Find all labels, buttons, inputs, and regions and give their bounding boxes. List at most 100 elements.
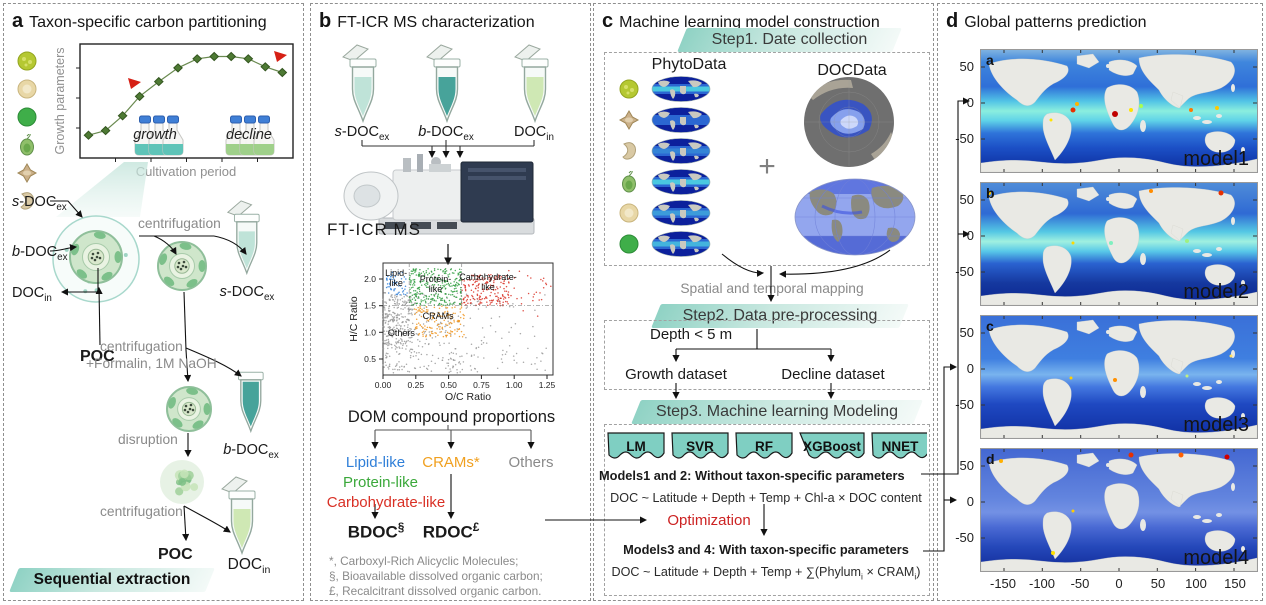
optimization-label: Optimization xyxy=(667,512,751,529)
svg-text:CRAMs: CRAMs xyxy=(423,311,454,321)
growth-dataset-label: Growth dataset xyxy=(625,366,727,383)
longitude-tick: -100 xyxy=(1028,576,1056,591)
chart-ylabel: Growth parameters xyxy=(53,48,67,155)
prediction-map-model4: d model4 xyxy=(980,448,1258,572)
footnote: £, Recalcitrant dissolved organic carbon… xyxy=(329,584,542,598)
panel-b: b FT-ICR MS characterization 0.5 1.0 1.5 2.0… xyxy=(310,3,591,601)
world-map xyxy=(980,50,1258,173)
decline-phase-label: decline xyxy=(226,127,272,143)
models-3-4-label: Models3 and 4: With taxon-specific param… xyxy=(623,542,909,557)
formula-1: DOC ~ Latitude + Depth + Temp + Chl-a × … xyxy=(610,491,922,505)
mini-world-map xyxy=(651,231,711,257)
depth-filter-label: Depth < 5 m xyxy=(650,326,733,343)
panel-a-title: a Taxon-specific carbon partitioning xyxy=(12,10,267,32)
latitude-tick: -50 xyxy=(955,397,974,412)
models-1-2-label: Models1 and 2: Without taxon-specific pa… xyxy=(599,468,905,483)
phyto-icon-grn xyxy=(17,107,37,127)
panel-d-letter: d xyxy=(946,10,959,32)
svg-text:Others: Others xyxy=(388,328,416,338)
sdocex-sample-label: s-DOCex xyxy=(334,124,390,143)
longitude-tick: 100 xyxy=(1185,576,1207,591)
world-map xyxy=(980,316,1258,439)
docin-tube-label: DOCin xyxy=(227,556,271,577)
mini-world-map xyxy=(651,169,711,195)
panel-c-title: c Machine learning model construction xyxy=(602,10,880,32)
plus-sign: + xyxy=(758,150,776,183)
latitude-tick: 0 xyxy=(966,228,974,243)
mini-world-map xyxy=(651,107,711,133)
decline-dataset-label: Decline dataset xyxy=(781,366,885,383)
growth-curve-chart: Growth parameters Cultivation period gro… xyxy=(53,43,294,179)
sample-tube xyxy=(237,371,264,434)
svg-text:0.00: 0.00 xyxy=(375,380,392,390)
panel-a-letter: a xyxy=(12,10,24,32)
model-tag: RF xyxy=(735,432,793,459)
sample-tube xyxy=(342,44,377,124)
sdocex-pointer-label: s-DOCex xyxy=(12,194,67,213)
svg-text:1.00: 1.00 xyxy=(506,380,523,390)
svg-text:LM: LM xyxy=(626,439,646,454)
formalin-step: +Formalin, 1M NaOH xyxy=(86,356,217,371)
model-tag: LM xyxy=(607,432,665,459)
phyto-icon-yg xyxy=(619,79,639,99)
mini-world-map xyxy=(651,138,711,164)
map-letter: a xyxy=(986,52,994,68)
centrifugation-step-3: centrifugation xyxy=(100,504,183,519)
svg-text:Lipid-: Lipid- xyxy=(385,268,407,278)
dom-proportions-title: DOM compound proportions xyxy=(347,408,556,426)
panel-d: d Global patterns prediction a model1 50 0 -… xyxy=(937,3,1263,601)
map-letter: b xyxy=(986,185,995,201)
bdocex-tube-label: b-DOCex xyxy=(223,442,279,461)
latitude-tick: 0 xyxy=(966,494,974,509)
sample-tube xyxy=(221,476,256,556)
phyto-icon-dia xyxy=(618,110,640,130)
world-map xyxy=(980,183,1258,306)
phytoplankton-cell xyxy=(166,386,212,432)
map-model-label: model3 xyxy=(1183,414,1249,436)
phyto-icon-tan xyxy=(17,79,37,99)
scatter-xlabel: O/C Ratio xyxy=(445,391,491,403)
latitude-tick: -50 xyxy=(955,530,974,545)
rdoc-label: RDOC£ xyxy=(422,522,480,542)
culture-flasks xyxy=(225,115,275,156)
step1-banner: Step1. Date collection xyxy=(677,28,902,52)
red-flag-markers xyxy=(128,51,287,89)
svg-text:RF: RF xyxy=(755,439,773,454)
bdoc-label: BDOC§ xyxy=(347,522,405,542)
ft-icr-ms-label: FT-ICR MS xyxy=(327,220,421,239)
phyto-icon-tan xyxy=(619,203,639,223)
panel-b-letter: b xyxy=(319,10,332,32)
disruption-step: disruption xyxy=(118,432,178,447)
centrifugation-step-1: centrifugation xyxy=(138,216,221,231)
svg-text:0.25: 0.25 xyxy=(408,380,425,390)
footnote: §, Bioavailable dissolved organic carbon… xyxy=(329,569,543,583)
scatter-ylabel: H/C Ratio xyxy=(348,296,360,342)
protein-like-label: Protein-like xyxy=(342,474,419,491)
formula-2: DOC ~ Latitude + Depth + Temp + ∑(Phylum… xyxy=(611,565,921,582)
latitude-tick: -50 xyxy=(955,131,974,146)
phyto-icon-flag xyxy=(20,134,34,156)
spatial-temporal-mapping-label: Spatial and temporal mapping xyxy=(680,281,864,296)
centrifugation-step-2: centrifugation xyxy=(100,339,183,354)
svg-text:1.0: 1.0 xyxy=(364,327,376,337)
panel-d-title: d Global patterns prediction xyxy=(946,10,1147,32)
growth-phase-label: growth xyxy=(133,127,177,143)
panel-c-letter: c xyxy=(602,10,614,32)
svg-text:XGBoost: XGBoost xyxy=(803,439,861,454)
phyto-icon-dia xyxy=(16,163,38,183)
svg-text:Protein-: Protein- xyxy=(420,274,452,284)
longitude-tick: 50 xyxy=(1150,576,1166,591)
svg-text:1.25: 1.25 xyxy=(539,380,556,390)
longitude-tick: -50 xyxy=(1070,576,1090,591)
phytoplankton-icon-column xyxy=(16,50,42,220)
sample-tube xyxy=(426,44,461,124)
latitude-tick: 50 xyxy=(959,325,974,340)
phyto-icon-grn xyxy=(619,234,639,254)
latitude-tick: -50 xyxy=(955,264,974,279)
van-krevelen-plot: 0.5 1.0 1.5 2.0 0.00 0.25 0.50 0.75 1.00 1.25 Lip… xyxy=(348,262,556,403)
longitude-tick: 150 xyxy=(1224,576,1246,591)
svg-text:like: like xyxy=(389,278,403,288)
svg-text:0.5: 0.5 xyxy=(364,354,376,364)
prediction-map-model2: b model2 xyxy=(980,182,1258,306)
